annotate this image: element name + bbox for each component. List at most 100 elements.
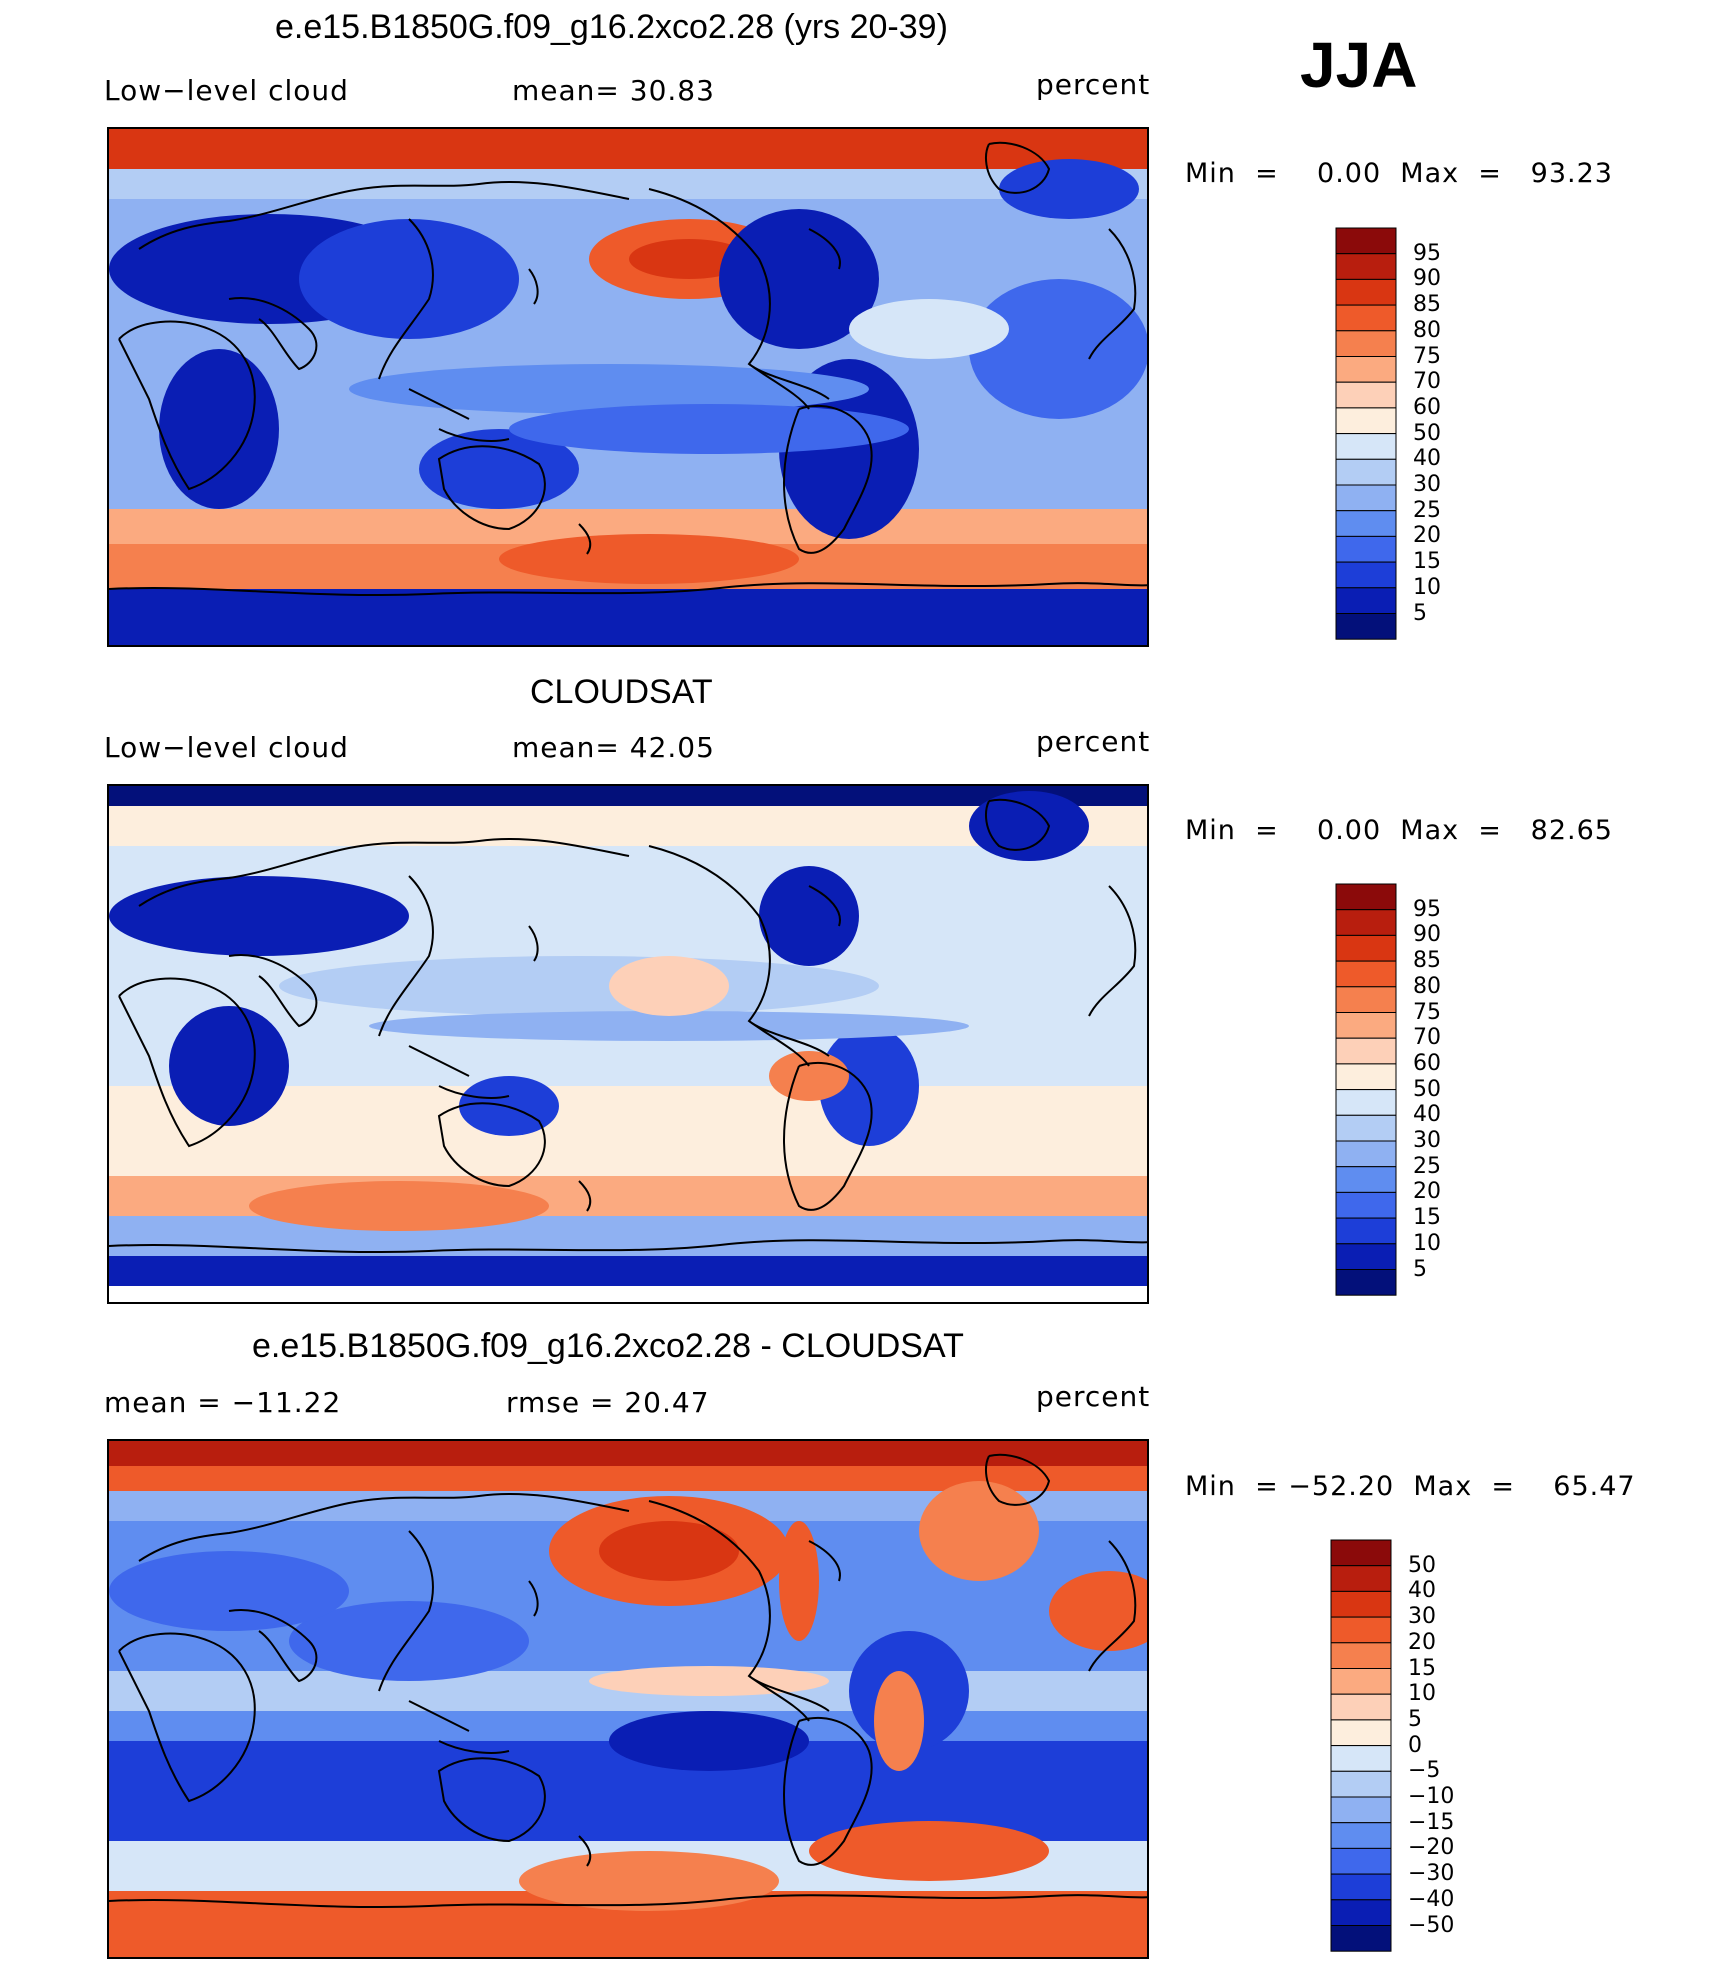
colorbar-swatch <box>1335 561 1397 589</box>
colorbar-swatch <box>1330 1822 1392 1849</box>
contour-region <box>159 349 279 509</box>
colorbar-swatch <box>1335 330 1397 358</box>
contour-region <box>1049 1571 1147 1651</box>
coastline <box>228 297 318 371</box>
contour-region <box>109 1551 349 1631</box>
colorbar-tick-label: 30 <box>1413 1128 1441 1153</box>
contour-band <box>109 1256 1147 1286</box>
colorbar-tick-label: 40 <box>1413 446 1441 472</box>
colorbar-tick-label: 40 <box>1413 1102 1441 1128</box>
contour-band <box>109 169 1147 199</box>
colorbar-tick-label: 85 <box>1413 292 1441 318</box>
panel-2-title: CLOUDSAT <box>530 673 713 711</box>
coastline <box>578 523 592 555</box>
coastline <box>408 1045 510 1099</box>
contour-band <box>109 589 1147 645</box>
contour-region <box>759 866 859 966</box>
coastline <box>138 180 630 250</box>
colorbar-tick-label: 5 <box>1408 1706 1422 1732</box>
colorbar-swatch <box>1330 1668 1392 1695</box>
colorbar-swatch <box>1330 1899 1392 1926</box>
coastline <box>528 1580 539 1617</box>
contour-region <box>969 791 1089 861</box>
colorbar-tick-label: 15 <box>1413 1205 1441 1231</box>
colorbar-tick-label: 80 <box>1413 973 1441 999</box>
colorbar-swatch <box>1335 381 1397 409</box>
colorbar-swatch <box>1335 1243 1397 1270</box>
colorbar-swatch <box>1335 1217 1397 1245</box>
colorbar-tick-label: 60 <box>1413 394 1441 420</box>
colorbar-tick-label: 80 <box>1413 317 1441 343</box>
colorbar-tick-label: 95 <box>1413 896 1441 922</box>
colorbar-swatch <box>1330 1847 1392 1875</box>
colorbar-tick-label: 20 <box>1413 1179 1441 1205</box>
coastline <box>378 218 434 380</box>
coastline <box>578 1835 592 1867</box>
coastline <box>528 925 539 962</box>
colorbar-swatch <box>1330 1642 1392 1670</box>
colorbar-tick-label: 15 <box>1408 1655 1436 1681</box>
coastline <box>808 885 841 927</box>
contour-region <box>919 1481 1039 1581</box>
contour-band <box>109 1086 1147 1176</box>
colorbar-swatch <box>1330 1745 1392 1772</box>
coastline <box>748 1020 810 1067</box>
contour-region <box>849 299 1009 359</box>
contour-region <box>169 1006 289 1126</box>
colorbar-swatch <box>1330 1590 1392 1618</box>
colorbar-svg <box>1335 883 1397 1296</box>
colorbar-swatch <box>1335 253 1397 280</box>
panel-1-units-label: percent <box>1036 68 1151 101</box>
coastline <box>1088 228 1137 360</box>
coastline <box>118 320 256 491</box>
contour-band <box>109 129 1147 169</box>
colorbar-swatch <box>1330 1719 1392 1747</box>
contour-region <box>299 219 519 339</box>
coastline <box>648 1500 830 1712</box>
coastline <box>985 1453 1051 1506</box>
contour-region <box>874 1671 924 1771</box>
colorbar-swatch <box>1330 1796 1392 1824</box>
colorbar-svg <box>1330 1539 1392 1952</box>
colorbar-swatch <box>1335 934 1397 962</box>
colorbar-swatch <box>1335 1166 1397 1193</box>
coastline <box>378 875 434 1037</box>
colorbar-tick-label: 15 <box>1413 549 1441 575</box>
colorbar-tick-label: 50 <box>1413 1076 1441 1102</box>
colorbar-swatch <box>1335 1037 1397 1065</box>
panel-1-min-max: Min = 0.00 Max = 93.23 <box>1185 158 1613 189</box>
colorbar-tick-label: 70 <box>1413 1025 1441 1051</box>
colorbar-tick-label: −20 <box>1408 1835 1455 1861</box>
map-svg <box>109 1441 1147 1957</box>
colorbar-swatch <box>1335 1089 1397 1116</box>
colorbar-tick-label: 0 <box>1408 1732 1422 1758</box>
colorbar-swatch <box>1335 356 1397 383</box>
colorbar-tick-label: 25 <box>1413 497 1441 523</box>
contour-region <box>519 1851 779 1911</box>
coastline <box>437 445 546 531</box>
colorbar-swatch <box>1335 1140 1397 1168</box>
colorbar-tick-label: −5 <box>1408 1758 1441 1784</box>
coastline <box>648 188 830 400</box>
colorbar-tick-label: 95 <box>1413 240 1441 266</box>
coastline <box>408 388 510 442</box>
season-label: JJA <box>1300 29 1418 101</box>
colorbar-swatch <box>1330 1539 1392 1567</box>
map-svg <box>109 786 1147 1302</box>
colorbar-swatch <box>1335 433 1397 460</box>
colorbar-swatch <box>1335 613 1397 640</box>
coastline <box>437 1757 546 1843</box>
coastline <box>378 1530 434 1692</box>
coastline <box>109 582 1147 597</box>
contour-region <box>279 956 879 1016</box>
contour-region <box>969 279 1147 419</box>
coastline <box>985 141 1051 194</box>
colorbar-swatch <box>1335 304 1397 332</box>
map-svg <box>109 129 1147 645</box>
panel-3-min-max: Min = −52.20 Max = 65.47 <box>1185 1471 1636 1502</box>
colorbar-swatch <box>1335 883 1397 911</box>
contour-region <box>609 956 729 1016</box>
contour-region <box>629 239 749 279</box>
contour-region <box>499 534 799 584</box>
contour-region <box>289 1601 529 1681</box>
